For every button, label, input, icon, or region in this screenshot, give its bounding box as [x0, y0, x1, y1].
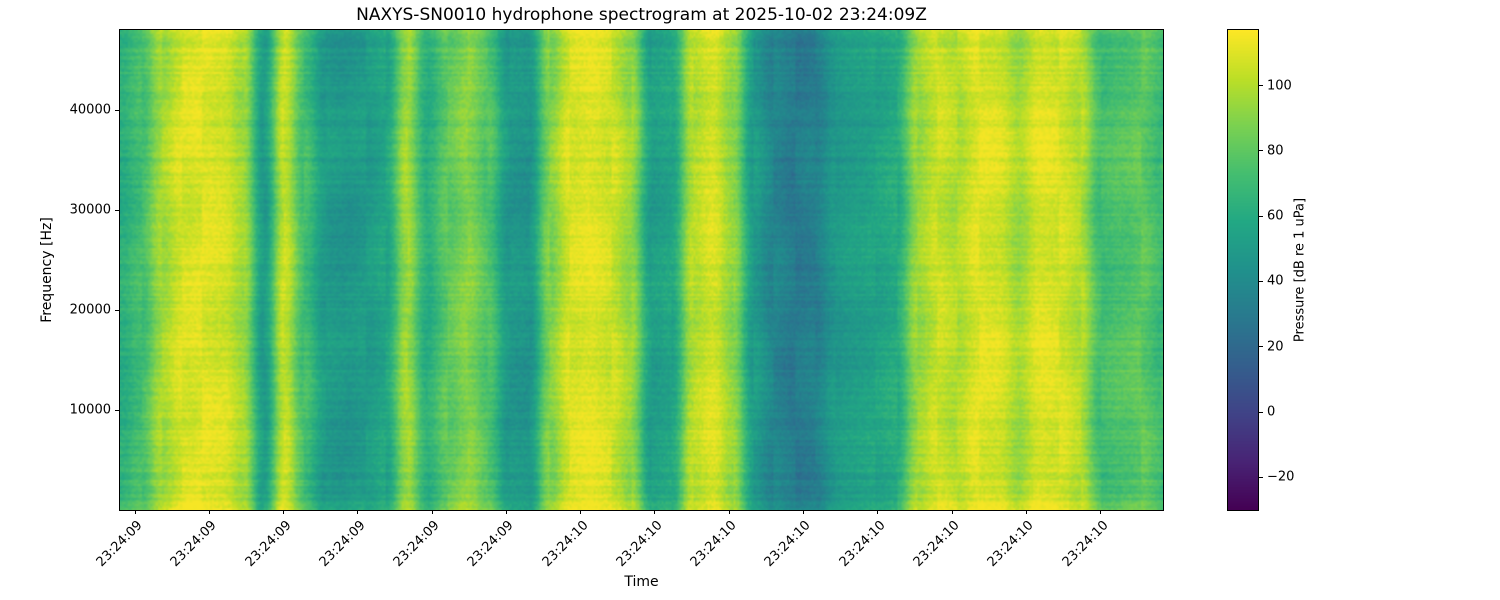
x-tick-mark [654, 510, 656, 514]
y-tick-mark [115, 409, 119, 411]
x-tick-mark [505, 510, 507, 514]
colorbar-tick-label: 60 [1267, 208, 1284, 224]
x-tick-label: 23:24:10 [687, 518, 740, 570]
colorbar-tick-mark [1259, 215, 1263, 217]
x-axis-label: Time [624, 574, 659, 590]
plot-title: NAXYS-SN0010 hydrophone spectrogram at 2… [356, 5, 927, 25]
x-tick-label: 23:24:09 [465, 518, 518, 570]
colorbar-tick-mark [1259, 150, 1263, 152]
x-tick-mark [580, 510, 582, 514]
x-tick-mark [431, 510, 433, 514]
x-tick-label: 23:24:10 [539, 518, 592, 570]
x-tick-label: 23:24:10 [762, 518, 815, 570]
y-tick-mark [115, 109, 119, 111]
colorbar-tick-label: 100 [1267, 78, 1292, 93]
colorbar-tick-mark [1259, 85, 1263, 86]
x-tick-label: 23:24:10 [910, 518, 963, 570]
x-tick-label: 23:24:09 [93, 518, 146, 570]
x-tick-mark [357, 510, 359, 514]
colorbar-tick-label: 0 [1267, 404, 1276, 420]
colorbar-tick-mark [1259, 280, 1263, 282]
colorbar-label: Pressure [dB re 1 uPa] [1292, 197, 1308, 343]
colorbar-tick-label: 20 [1267, 339, 1284, 355]
x-tick-label: 23:24:09 [316, 518, 369, 570]
x-tick-label: 23:24:09 [168, 518, 220, 570]
x-tick-mark [1025, 510, 1027, 514]
x-tick-mark [283, 510, 285, 514]
y-tick-label: 20000 [69, 302, 111, 318]
x-tick-mark [208, 510, 210, 514]
x-tick-label: 23:24:10 [984, 518, 1037, 570]
x-tick-mark [728, 510, 730, 514]
y-tick-label: 10000 [69, 402, 111, 418]
y-axis-label: Frequency [Hz] [39, 217, 55, 323]
x-tick-mark [134, 510, 136, 514]
colorbar-tick-label: 80 [1267, 143, 1284, 159]
x-tick-label: 23:24:09 [390, 518, 443, 570]
x-tick-label: 23:24:10 [613, 518, 666, 570]
y-tick-mark [115, 309, 119, 311]
y-tick-mark [115, 209, 119, 211]
y-tick-label: 30000 [69, 202, 111, 218]
x-tick-label: 23:24:10 [836, 518, 889, 570]
x-tick-mark [877, 510, 879, 514]
y-tick-label: 40000 [69, 102, 111, 118]
x-tick-mark [951, 510, 953, 514]
colorbar-canvas [1227, 29, 1259, 511]
x-tick-mark [802, 510, 804, 514]
colorbar-tick-mark [1259, 411, 1263, 413]
x-tick-label: 23:24:09 [242, 518, 295, 570]
spectrogram-canvas [119, 29, 1164, 511]
colorbar-tick-mark [1259, 346, 1263, 348]
x-tick-label: 23:24:10 [1059, 518, 1112, 570]
colorbar-tick-label: 40 [1267, 273, 1284, 289]
x-tick-mark [1100, 510, 1102, 514]
colorbar-tick-mark [1259, 476, 1263, 478]
colorbar-tick-label: −20 [1267, 469, 1295, 485]
